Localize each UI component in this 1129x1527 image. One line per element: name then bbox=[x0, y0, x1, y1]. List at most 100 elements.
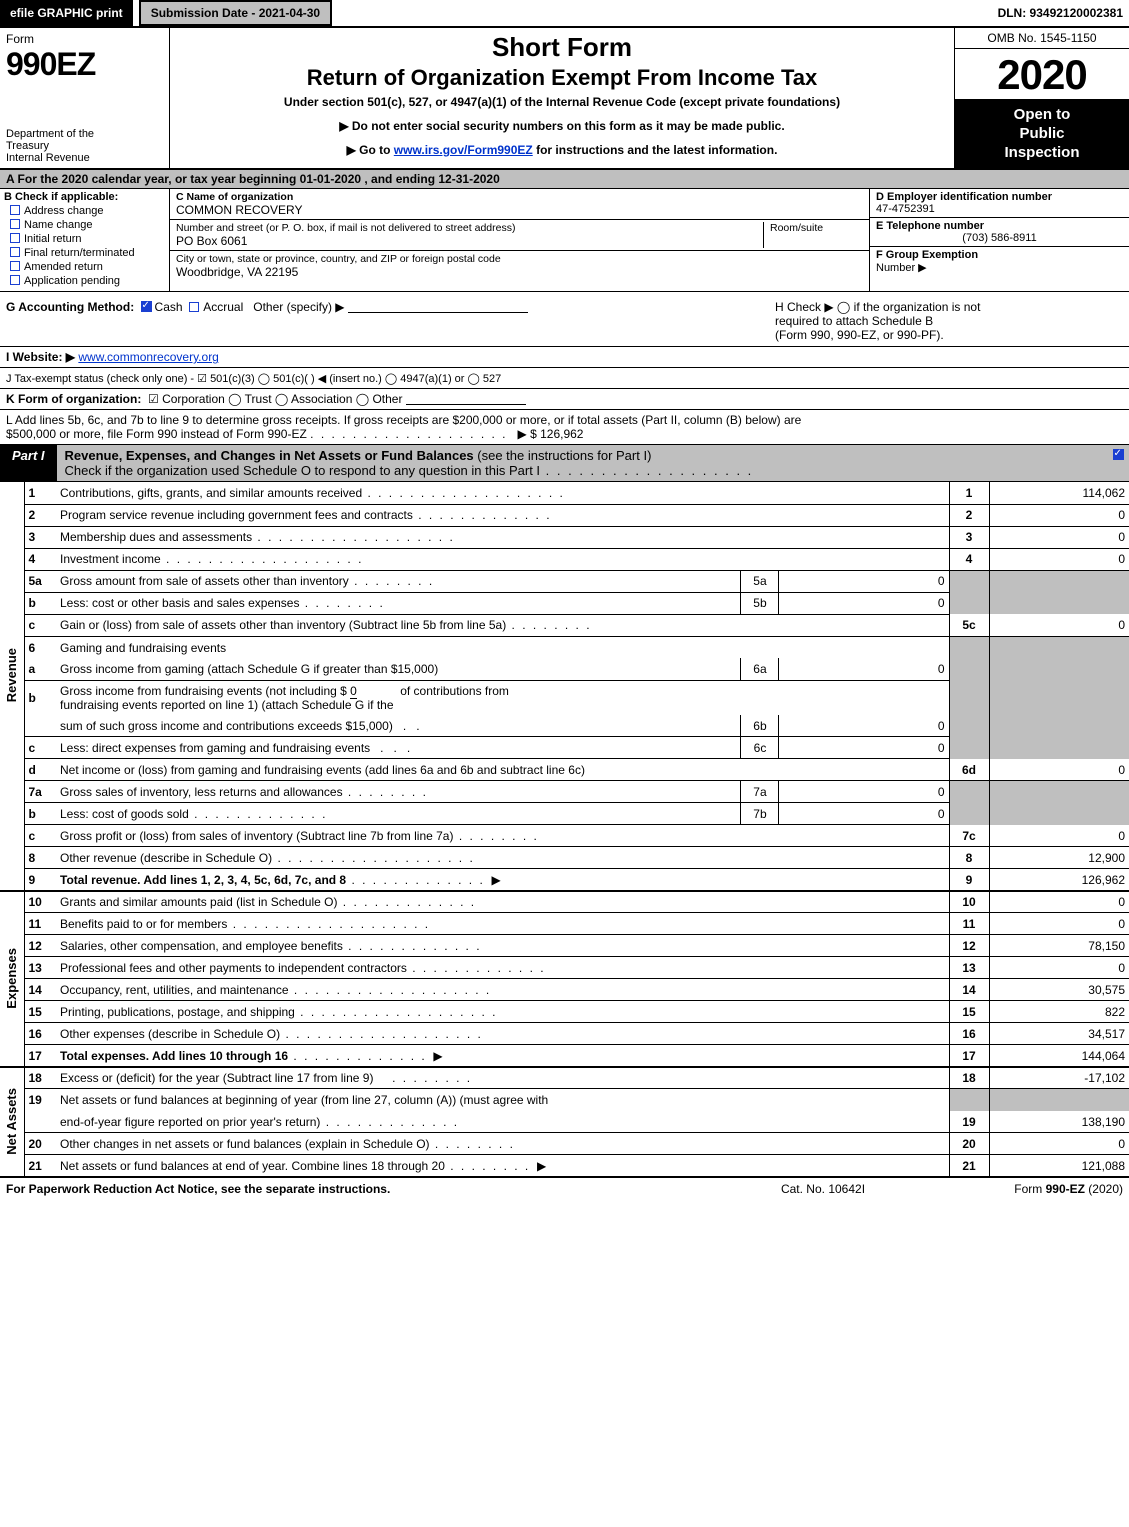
net-assets-side-label: Net Assets bbox=[0, 1067, 24, 1177]
check-amended-return[interactable]: Amended return bbox=[10, 261, 165, 273]
table-row: c Less: direct expenses from gaming and … bbox=[0, 737, 1129, 759]
line-mainval: 121,088 bbox=[989, 1155, 1129, 1177]
line-num: 13 bbox=[24, 957, 56, 979]
line-mainval: 0 bbox=[989, 759, 1129, 781]
check-label: Initial return bbox=[24, 233, 81, 245]
line-desc: Gross amount from sale of assets other t… bbox=[56, 570, 741, 592]
city-cell: City or town, state or province, country… bbox=[170, 251, 869, 281]
dots bbox=[407, 961, 546, 975]
submission-date-button[interactable]: Submission Date - 2021-04-30 bbox=[139, 0, 332, 26]
dots bbox=[343, 939, 482, 953]
checkbox-icon[interactable] bbox=[10, 275, 20, 285]
table-row: Expenses 10 Grants and similar amounts p… bbox=[0, 891, 1129, 913]
line-mainval: 0 bbox=[989, 614, 1129, 636]
footer-form-year: (2020) bbox=[1085, 1182, 1123, 1196]
arrow-icon: ▶ bbox=[433, 1049, 442, 1063]
line-6b-amount: 0 bbox=[350, 684, 357, 699]
line-desc: Investment income bbox=[56, 548, 949, 570]
dots bbox=[161, 552, 364, 566]
arrow-icon: ▶ bbox=[491, 873, 500, 887]
goto-post: for instructions and the latest informat… bbox=[533, 143, 778, 157]
line-mainval: 0 bbox=[989, 1133, 1129, 1155]
line-desc: Total revenue. Add lines 1, 2, 3, 4, 5c,… bbox=[56, 869, 949, 891]
line-mainval: 30,575 bbox=[989, 979, 1129, 1001]
line-mainnum: 3 bbox=[949, 526, 989, 548]
city-label: City or town, state or province, country… bbox=[176, 253, 863, 265]
check-final-return[interactable]: Final return/terminated bbox=[10, 247, 165, 259]
g-accounting-method: G Accounting Method: Cash Accrual Other … bbox=[0, 292, 769, 346]
dots bbox=[288, 1049, 427, 1063]
checkbox-checked-icon[interactable] bbox=[1113, 449, 1124, 460]
table-row: a Gross income from gaming (attach Sched… bbox=[0, 658, 1129, 680]
check-label: Name change bbox=[24, 219, 93, 231]
checkbox-icon[interactable] bbox=[10, 205, 20, 215]
website-link[interactable]: www.commonrecovery.org bbox=[78, 350, 218, 364]
dots bbox=[346, 873, 485, 887]
l-gross-receipts-line: L Add lines 5b, 6c, and 7b to line 9 to … bbox=[0, 410, 1129, 444]
line-desc: Excess or (deficit) for the year (Subtra… bbox=[56, 1067, 949, 1089]
efile-print-button[interactable]: efile GRAPHIC print bbox=[0, 0, 133, 26]
line-mainnum: 10 bbox=[949, 891, 989, 913]
top-bar: efile GRAPHIC print Submission Date - 20… bbox=[0, 0, 1129, 28]
k-other-blank[interactable] bbox=[406, 392, 526, 405]
table-row: 6 Gaming and fundraising events bbox=[0, 636, 1129, 658]
checkbox-icon[interactable] bbox=[10, 233, 20, 243]
part-1-title: Revenue, Expenses, and Changes in Net As… bbox=[57, 445, 1107, 481]
goto-pre: Go to bbox=[359, 143, 394, 157]
line-num: 5a bbox=[24, 570, 56, 592]
line-desc: Gain or (loss) from sale of assets other… bbox=[56, 614, 949, 636]
under-section-text: Under section 501(c), 527, or 4947(a)(1)… bbox=[180, 95, 944, 109]
l-amount: ▶ $ 126,962 bbox=[518, 427, 584, 441]
check-address-change[interactable]: Address change bbox=[10, 205, 165, 217]
form-word: Form bbox=[6, 32, 163, 46]
irs-link[interactable]: www.irs.gov/Form990EZ bbox=[394, 143, 533, 157]
checkbox-icon[interactable] bbox=[10, 261, 20, 271]
line-desc: end-of-year figure reported on prior yea… bbox=[56, 1111, 949, 1133]
line-mainval: 0 bbox=[989, 891, 1129, 913]
check-name-change[interactable]: Name change bbox=[10, 219, 165, 231]
line-mainnum: 11 bbox=[949, 913, 989, 935]
l-text-b: $500,000 or more, file Form 990 instead … bbox=[6, 427, 307, 441]
line-num: 16 bbox=[24, 1023, 56, 1045]
check-application-pending[interactable]: Application pending bbox=[10, 275, 165, 287]
checkbox-icon[interactable] bbox=[10, 219, 20, 229]
line-num: 8 bbox=[24, 847, 56, 869]
line-desc: Less: direct expenses from gaming and fu… bbox=[56, 737, 741, 759]
k-label: K Form of organization: bbox=[6, 392, 141, 406]
line-mainnum: 17 bbox=[949, 1045, 989, 1067]
check-if-applicable: B Check if applicable: Address change Na… bbox=[0, 189, 170, 291]
dots bbox=[413, 508, 552, 522]
line-mainval: 0 bbox=[989, 825, 1129, 847]
line-subnum: 6b bbox=[741, 715, 779, 737]
net-assets-label-text: Net Assets bbox=[4, 1088, 19, 1155]
ein-cell: D Employer identification number 47-4752… bbox=[870, 189, 1129, 218]
check-initial-return[interactable]: Initial return bbox=[10, 233, 165, 245]
line-num: 20 bbox=[24, 1133, 56, 1155]
shaded-cell bbox=[949, 658, 989, 680]
checkbox-icon[interactable] bbox=[10, 247, 20, 257]
revenue-label-text: Revenue bbox=[4, 648, 19, 702]
line-num: 17 bbox=[24, 1045, 56, 1067]
street-label: Number and street (or P. O. box, if mail… bbox=[176, 222, 763, 234]
part-1-schedule-o-check[interactable] bbox=[1107, 445, 1129, 481]
line-subnum: 6a bbox=[741, 658, 779, 680]
shaded-cell bbox=[989, 636, 1129, 658]
checkbox-checked-icon[interactable] bbox=[141, 301, 152, 312]
line-num: 3 bbox=[24, 526, 56, 548]
dots bbox=[343, 785, 428, 799]
ein-value: 47-4752391 bbox=[876, 203, 1123, 215]
line-desc: sum of such gross income and contributio… bbox=[56, 715, 741, 737]
line-mainval: 0 bbox=[989, 548, 1129, 570]
line-num bbox=[24, 1111, 56, 1133]
g-other-blank[interactable] bbox=[348, 300, 528, 313]
line-desc: Program service revenue including govern… bbox=[56, 504, 949, 526]
checkbox-icon[interactable] bbox=[189, 302, 199, 312]
shaded-cell bbox=[949, 1089, 989, 1111]
table-row: 3 Membership dues and assessments 3 0 bbox=[0, 526, 1129, 548]
table-row: b Gross income from fundraising events (… bbox=[0, 680, 1129, 715]
line-subval: 0 bbox=[779, 658, 949, 680]
line-desc: Grants and similar amounts paid (list in… bbox=[56, 891, 949, 913]
arrow-icon bbox=[347, 143, 360, 157]
lines-table: Revenue 1 Contributions, gifts, grants, … bbox=[0, 482, 1129, 1178]
line-mainval: 822 bbox=[989, 1001, 1129, 1023]
